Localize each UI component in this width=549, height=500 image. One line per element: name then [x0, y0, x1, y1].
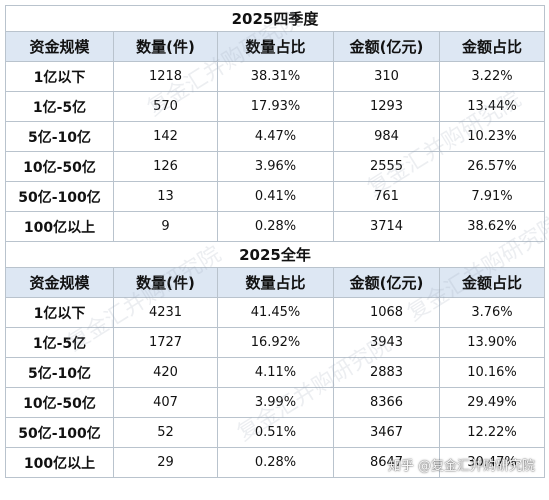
cell-amount: 310 [333, 61, 440, 92]
cell-amount-share: 7.91% [438, 181, 546, 212]
table-row: 5亿-10亿 420 4.11% 2883 10.16% [5, 357, 546, 388]
table-row: 100亿以上 9 0.28% 3714 38.62% [5, 211, 546, 242]
header-row: 资金规模 数量(件) 数量占比 金额(亿元) 金额占比 [5, 31, 546, 62]
section-title: 2025四季度 [4, 5, 546, 32]
cell-amount: 2883 [333, 357, 440, 388]
table-row: 10亿-50亿 126 3.96% 2555 26.57% [5, 151, 546, 182]
cell-scale: 100亿以上 [5, 447, 114, 478]
cell-amount-share: 10.23% [438, 121, 546, 152]
cell-scale: 1亿-5亿 [5, 327, 114, 358]
cell-count: 4231 [113, 297, 218, 328]
cell-amount-share: 26.57% [438, 151, 546, 182]
cell-amount: 2555 [333, 151, 440, 182]
cell-amount: 3467 [333, 417, 440, 448]
table-row: 100亿以上 29 0.28% 8647 30.47% [5, 447, 546, 478]
cell-scale: 10亿-50亿 [5, 151, 114, 182]
header-row: 资金规模 数量(件) 数量占比 金额(亿元) 金额占比 [5, 267, 546, 298]
cell-count-share: 0.28% [217, 447, 334, 478]
cell-count-share: 0.28% [217, 211, 334, 242]
cell-count-share: 0.51% [217, 417, 334, 448]
cell-amount: 984 [333, 121, 440, 152]
header-count: 数量(件) [113, 267, 218, 298]
cell-amount-share: 12.22% [438, 417, 546, 448]
table-row: 5亿-10亿 142 4.47% 984 10.23% [5, 121, 546, 152]
cell-amount: 1293 [333, 91, 440, 122]
cell-count-share: 38.31% [217, 61, 334, 92]
cell-scale: 1亿-5亿 [5, 91, 114, 122]
cell-count-share: 4.11% [217, 357, 334, 388]
cell-count: 9 [113, 211, 218, 242]
cell-amount-share: 10.16% [438, 357, 546, 388]
cell-amount-share: 30.47% [438, 447, 546, 478]
table-row: 1亿以下 4231 41.45% 1068 3.76% [5, 297, 546, 328]
cell-amount-share: 13.90% [438, 327, 546, 358]
section-title-row: 2025四季度 [4, 5, 546, 32]
cell-count-share: 4.47% [217, 121, 334, 152]
cell-count: 1218 [113, 61, 218, 92]
section-title-row: 2025全年 [4, 241, 546, 268]
cell-count: 570 [113, 91, 218, 122]
cell-count-share: 3.96% [217, 151, 334, 182]
data-table: 2025四季度 资金规模 数量(件) 数量占比 金额(亿元) 金额占比 1亿以下 1218 38… [4, 5, 546, 478]
cell-count: 29 [113, 447, 218, 478]
cell-count-share: 17.93% [217, 91, 334, 122]
cell-amount-share: 38.62% [438, 211, 546, 242]
table-row: 1亿以下 1218 38.31% 310 3.22% [5, 61, 546, 92]
cell-scale: 5亿-10亿 [5, 121, 114, 152]
table-row: 10亿-50亿 407 3.99% 8366 29.49% [5, 387, 546, 418]
cell-count-share: 41.45% [217, 297, 334, 328]
header-count-share: 数量占比 [217, 31, 334, 62]
cell-count: 13 [113, 181, 218, 212]
cell-scale: 5亿-10亿 [5, 357, 114, 388]
cell-count-share: 3.99% [217, 387, 334, 418]
cell-amount: 761 [333, 181, 440, 212]
cell-amount-share: 3.76% [438, 297, 546, 328]
cell-count: 420 [113, 357, 218, 388]
cell-amount-share: 13.44% [438, 91, 546, 122]
cell-scale: 50亿-100亿 [5, 417, 114, 448]
cell-count: 52 [113, 417, 218, 448]
cell-amount: 8366 [333, 387, 440, 418]
cell-count-share: 0.41% [217, 181, 334, 212]
header-amount-share: 金额占比 [438, 31, 546, 62]
header-amount-share: 金额占比 [438, 267, 546, 298]
cell-amount: 8647 [333, 447, 440, 478]
table-row: 1亿-5亿 1727 16.92% 3943 13.90% [5, 327, 546, 358]
cell-amount-share: 29.49% [438, 387, 546, 418]
table-row: 50亿-100亿 13 0.41% 761 7.91% [5, 181, 546, 212]
header-scale: 资金规模 [5, 267, 114, 298]
header-amount: 金额(亿元) [333, 31, 440, 62]
table-row: 1亿-5亿 570 17.93% 1293 13.44% [5, 91, 546, 122]
cell-count: 1727 [113, 327, 218, 358]
cell-count-share: 16.92% [217, 327, 334, 358]
cell-scale: 10亿-50亿 [5, 387, 114, 418]
cell-scale: 1亿以下 [5, 297, 114, 328]
table-row: 50亿-100亿 52 0.51% 3467 12.22% [5, 417, 546, 448]
cell-scale: 100亿以上 [5, 211, 114, 242]
cell-count: 126 [113, 151, 218, 182]
header-count: 数量(件) [113, 31, 218, 62]
header-scale: 资金规模 [5, 31, 114, 62]
cell-scale: 1亿以下 [5, 61, 114, 92]
section-title: 2025全年 [4, 241, 546, 268]
cell-count: 142 [113, 121, 218, 152]
header-amount: 金额(亿元) [333, 267, 440, 298]
table-body: 2025四季度 资金规模 数量(件) 数量占比 金额(亿元) 金额占比 1亿以下 1218 38… [4, 5, 546, 478]
cell-amount: 1068 [333, 297, 440, 328]
cell-scale: 50亿-100亿 [5, 181, 114, 212]
cell-count: 407 [113, 387, 218, 418]
cell-amount: 3943 [333, 327, 440, 358]
cell-amount-share: 3.22% [438, 61, 546, 92]
header-count-share: 数量占比 [217, 267, 334, 298]
cell-amount: 3714 [333, 211, 440, 242]
